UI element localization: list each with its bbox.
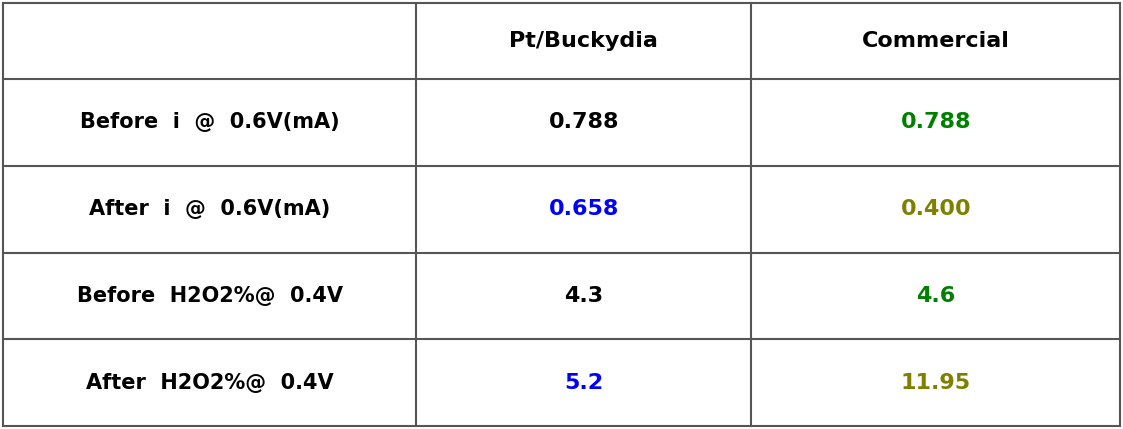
Text: 0.788: 0.788 bbox=[549, 112, 619, 133]
Text: 11.95: 11.95 bbox=[901, 373, 971, 393]
Text: Before  i  @  0.6V(mA): Before i @ 0.6V(mA) bbox=[80, 112, 339, 133]
Text: After  H2O2%@  0.4V: After H2O2%@ 0.4V bbox=[85, 373, 334, 393]
Text: 0.658: 0.658 bbox=[549, 199, 619, 219]
Text: 4.6: 4.6 bbox=[916, 286, 956, 306]
Text: Pt/Buckydia: Pt/Buckydia bbox=[510, 31, 658, 51]
Text: 0.400: 0.400 bbox=[901, 199, 971, 219]
Text: After  i  @  0.6V(mA): After i @ 0.6V(mA) bbox=[89, 199, 330, 219]
Text: 4.3: 4.3 bbox=[564, 286, 603, 306]
Text: 0.788: 0.788 bbox=[901, 112, 971, 133]
Text: Commercial: Commercial bbox=[862, 31, 1010, 51]
Text: 5.2: 5.2 bbox=[564, 373, 603, 393]
Text: Before  H2O2%@  0.4V: Before H2O2%@ 0.4V bbox=[76, 286, 343, 306]
